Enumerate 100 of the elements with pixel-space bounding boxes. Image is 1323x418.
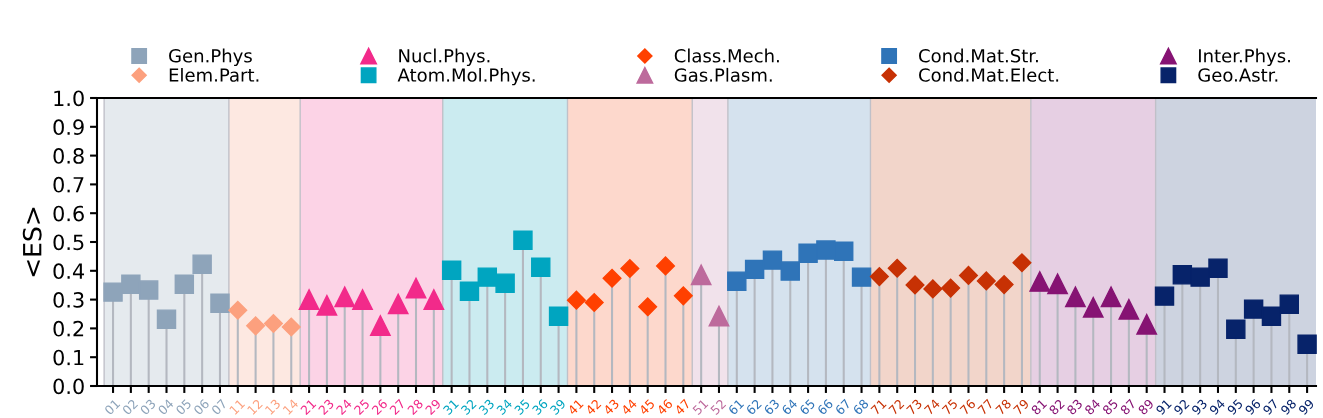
legend-label: Class.Mech.	[674, 48, 779, 63]
x-tick-label: 02	[121, 398, 139, 416]
legend-label: Geo.Astr.	[1198, 68, 1278, 82]
x-tick-label: 12	[246, 398, 263, 415]
x-tick-label: 73	[905, 398, 923, 416]
point	[121, 274, 141, 295]
point	[887, 258, 907, 278]
point	[334, 286, 356, 308]
point	[423, 289, 445, 311]
x-tick-label: 77	[977, 398, 994, 416]
x-tick-label: 83	[1066, 398, 1083, 416]
x-tick-label: 78	[995, 398, 1012, 416]
point	[174, 274, 195, 295]
point	[762, 250, 783, 270]
point	[620, 258, 640, 279]
legend-label: Atom.Mol.Phys.	[397, 67, 535, 86]
point	[566, 290, 586, 310]
point	[834, 241, 854, 261]
x-tick-label: 61	[727, 398, 745, 416]
point	[1297, 334, 1317, 354]
point	[584, 292, 604, 313]
point	[548, 306, 569, 327]
legend-label: Inter.Phys.	[1199, 48, 1290, 67]
x-tick-label: 27	[389, 398, 406, 416]
x-tick-label: 06	[192, 398, 210, 416]
point	[441, 260, 462, 280]
point	[1190, 267, 1210, 287]
x-tick-label: 96	[1244, 398, 1262, 416]
point	[905, 275, 925, 295]
point	[495, 273, 515, 293]
point	[298, 289, 320, 311]
x-tick-label: 33	[478, 398, 495, 416]
x-tick-label: 74	[923, 398, 941, 416]
x-tick-label: 32	[460, 398, 477, 416]
x-tick-label: 65	[798, 398, 816, 416]
point	[228, 300, 248, 320]
y-tick-label: 0.9	[53, 119, 84, 136]
point	[1029, 271, 1051, 292]
legend-label: Gas.Plasm.	[674, 67, 772, 82]
point	[263, 313, 283, 334]
point	[352, 289, 373, 311]
x-tick-label: 26	[371, 398, 388, 416]
x-tick-label: 03	[139, 398, 157, 416]
x-tick-label: 13	[264, 398, 281, 415]
x-tick-label: 51	[692, 398, 709, 416]
legend-label: Cond.Mat.Elect.	[919, 67, 1059, 82]
x-tick-label: 45	[638, 398, 656, 416]
y-tick-label: 0.0	[53, 378, 84, 395]
point	[156, 309, 177, 329]
x-tick-label: 04	[157, 398, 175, 416]
x-tick-label: 23	[317, 398, 335, 416]
x-tick-label: 29	[424, 398, 442, 416]
point	[869, 267, 889, 287]
x-tick-label: 85	[1101, 398, 1119, 416]
point	[1261, 306, 1282, 327]
x-tick-label: 01	[103, 398, 121, 416]
x-tick-label: 89	[1137, 398, 1155, 416]
point	[1100, 286, 1122, 308]
x-tick-label: 47	[674, 398, 691, 416]
x-tick-label: 76	[959, 398, 977, 416]
x-tick-label: 14	[282, 398, 299, 415]
point	[103, 282, 123, 302]
point	[1172, 265, 1193, 285]
y-tick-label: 0.8	[53, 148, 84, 164]
point	[281, 317, 301, 337]
x-tick-label: 62	[745, 398, 762, 416]
point	[780, 261, 800, 281]
x-tick-label: 25	[353, 398, 370, 416]
x-tick-label: 64	[781, 398, 798, 416]
x-tick-label: 71	[870, 398, 887, 416]
legend-label: Gen.Phys	[169, 48, 252, 67]
x-tick-label: 34	[496, 398, 513, 416]
x-tick-label: 31	[442, 398, 460, 416]
y-tick-label: 1.0	[54, 90, 84, 107]
x-tick-label: 94	[1208, 398, 1226, 416]
x-tick-label: 75	[941, 398, 959, 416]
x-tick-label: 87	[1119, 398, 1137, 416]
point	[192, 254, 212, 274]
legend-label: Cond.Mat.Str.	[919, 48, 1038, 63]
x-tick-label: 99	[1297, 398, 1315, 416]
point	[316, 294, 338, 316]
point	[1136, 313, 1158, 335]
point	[1154, 286, 1175, 306]
point	[994, 275, 1014, 295]
point	[369, 315, 391, 336]
point	[958, 265, 979, 285]
point	[690, 264, 712, 286]
point	[531, 257, 551, 278]
y-tick-label: 0.6	[53, 205, 84, 222]
point	[1279, 294, 1299, 314]
x-tick-label: 79	[1012, 398, 1030, 416]
point	[851, 267, 872, 287]
x-tick-label: 36	[531, 398, 549, 416]
point	[673, 286, 693, 306]
point	[976, 271, 996, 291]
y-tick-label: 0.5	[53, 234, 84, 251]
point	[513, 230, 533, 250]
x-tick-label: 82	[1048, 398, 1065, 416]
point	[1118, 298, 1140, 320]
x-tick-label: 92	[1173, 398, 1190, 416]
